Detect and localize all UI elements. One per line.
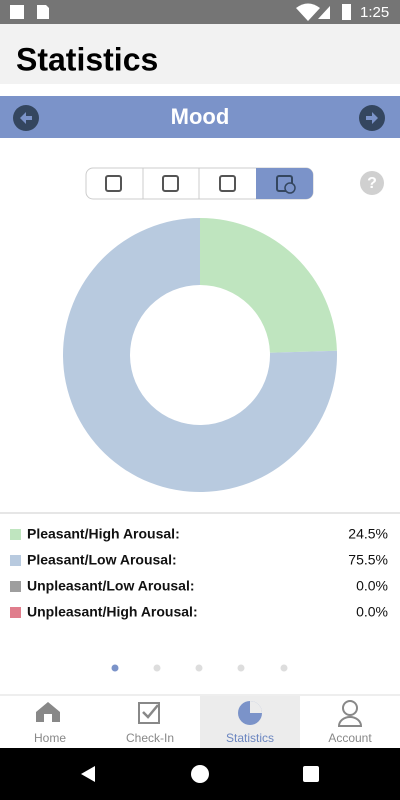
wifi-icon <box>296 3 320 21</box>
week-icon[interactable] <box>162 175 179 192</box>
day-icon[interactable] <box>105 175 122 192</box>
legend-value: 75.5% <box>348 552 388 568</box>
status-icon <box>10 5 24 19</box>
help-button[interactable] <box>360 171 384 195</box>
month-icon[interactable] <box>219 175 236 192</box>
account-body <box>337 716 363 727</box>
signal-icon <box>318 6 330 19</box>
prev-arrow <box>20 112 32 124</box>
page-title: Statistics <box>16 41 158 77</box>
pie-slice <box>200 218 337 353</box>
legend-label: Pleasant/High Arousal: <box>27 526 180 542</box>
clock-icon <box>284 182 296 194</box>
legend-swatch <box>10 581 21 592</box>
legend-value: 0.0% <box>356 604 388 620</box>
legend-swatch <box>10 555 21 566</box>
legend-value: 24.5% <box>348 526 388 542</box>
status-time: 1:25 <box>360 4 389 21</box>
nav-label[interactable]: Account <box>328 731 372 745</box>
section-title: Mood <box>171 104 230 129</box>
home-button[interactable] <box>191 765 209 783</box>
next-arrow <box>366 112 378 124</box>
legend-label: Pleasant/Low Arousal: <box>27 552 177 568</box>
title-bar <box>0 24 400 84</box>
nav-label[interactable]: Home <box>34 731 66 745</box>
home-icon <box>36 702 60 722</box>
back-button[interactable] <box>81 766 95 782</box>
stats-icon-slice <box>250 701 262 713</box>
page-dot <box>153 664 161 672</box>
status-bar <box>0 0 400 24</box>
recents-button[interactable] <box>303 766 319 782</box>
page-dot <box>195 664 203 672</box>
battery-icon <box>342 4 351 20</box>
legend-swatch <box>10 529 21 540</box>
checkin-icon <box>138 702 160 724</box>
account-icon <box>342 700 358 716</box>
legend-value: 0.0% <box>356 578 388 594</box>
sd-icon <box>37 5 49 19</box>
check-mark <box>142 704 159 719</box>
help-icon: ? <box>367 175 377 192</box>
nav-label[interactable]: Check-In <box>126 731 174 745</box>
legend-label: Unpleasant/High Arousal: <box>27 604 198 620</box>
legend-swatch <box>10 607 21 618</box>
page-dot <box>111 664 119 672</box>
range-active[interactable] <box>256 168 313 199</box>
nav-label[interactable]: Statistics <box>226 731 274 745</box>
page-dot <box>237 664 245 672</box>
legend-label: Unpleasant/Low Arousal: <box>27 578 195 594</box>
page-dot <box>280 664 288 672</box>
pie-slice <box>63 218 338 492</box>
section-bar <box>0 96 400 138</box>
